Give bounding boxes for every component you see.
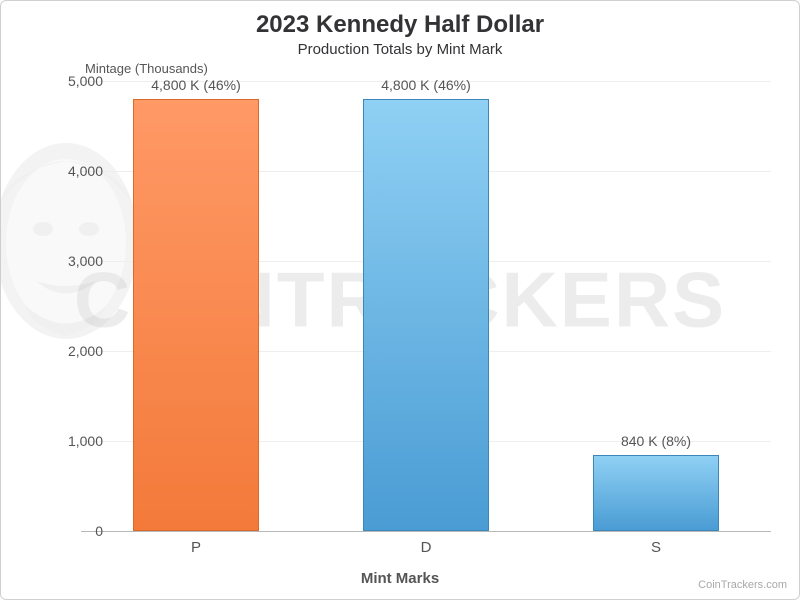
- x-tick-label: D: [421, 539, 432, 556]
- y-tick-label: 3,000: [43, 253, 103, 269]
- y-axis-label: Mintage (Thousands): [85, 61, 208, 76]
- y-tick-label: 4,000: [43, 163, 103, 179]
- chart-container: COINTRACKERS 2023 Kennedy Half Dollar Pr…: [0, 0, 800, 600]
- bar-value-label: 840 K (8%): [621, 433, 691, 449]
- chart-subtitle: Production Totals by Mint Mark: [1, 41, 799, 58]
- baseline: [81, 531, 771, 532]
- attribution-text: CoinTrackers.com: [698, 579, 787, 591]
- bar-s: [593, 455, 720, 531]
- bar-p: [133, 99, 260, 531]
- plot-area: 4,800 K (46%)P4,800 K (46%)D840 K (8%)S: [81, 81, 771, 531]
- bar-value-label: 4,800 K (46%): [151, 77, 241, 93]
- y-tick-label: 0: [43, 523, 103, 539]
- x-tick-label: S: [651, 539, 661, 556]
- y-tick-label: 1,000: [43, 433, 103, 449]
- y-tick-label: 5,000: [43, 73, 103, 89]
- x-tick-label: P: [191, 539, 201, 556]
- title-block: 2023 Kennedy Half Dollar Production Tota…: [1, 1, 799, 58]
- chart-title: 2023 Kennedy Half Dollar: [1, 11, 799, 39]
- x-axis-label: Mint Marks: [361, 570, 439, 587]
- bar-value-label: 4,800 K (46%): [381, 77, 471, 93]
- y-tick-label: 2,000: [43, 343, 103, 359]
- bar-d: [363, 99, 490, 531]
